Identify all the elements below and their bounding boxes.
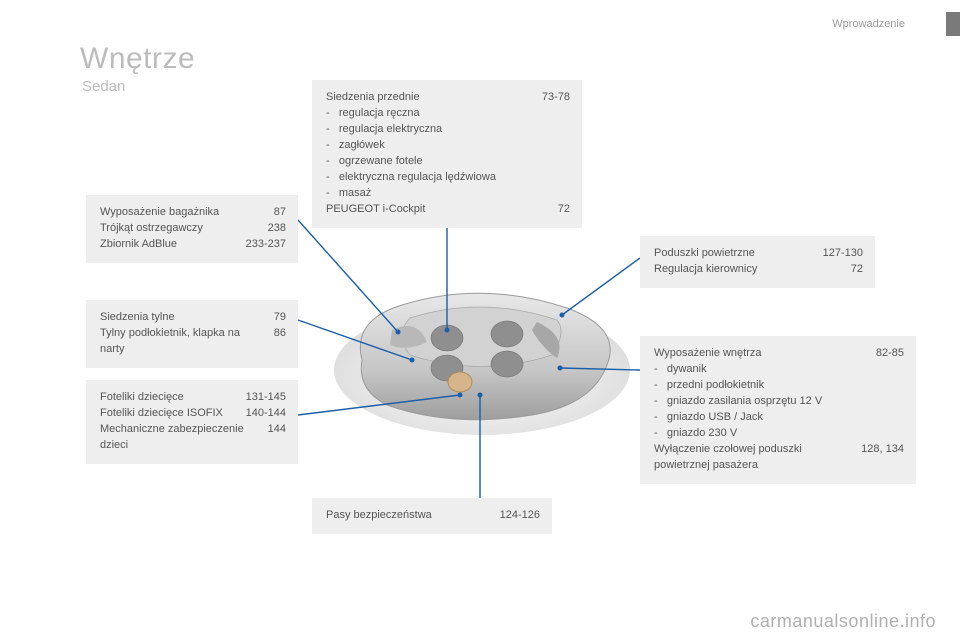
watermark: carmanualsonline.info bbox=[750, 611, 936, 632]
callout-label: Wyposażenie wnętrza bbox=[654, 346, 772, 362]
callout-front-seats: Siedzenia przednie 73-78regulacja ręcznar… bbox=[312, 80, 582, 228]
callout-label: Trójkąt ostrzegawczy bbox=[100, 221, 213, 237]
callout-label: Regulacja kierownicy bbox=[654, 262, 767, 278]
callout-row: Mechaniczne zabezpieczenie dzieci144 bbox=[100, 422, 286, 454]
callout-row: Wyposażenie wnętrza 82-85 bbox=[654, 346, 904, 362]
callout-bullet: ogrzewane fotele bbox=[326, 154, 570, 170]
callout-bullet: dywanik bbox=[654, 362, 904, 378]
callout-row: Zbiornik AdBlue 233-237 bbox=[100, 237, 286, 253]
page-title: Wnętrze bbox=[80, 42, 195, 76]
callout-row: Wyposażenie bagażnika 87 bbox=[100, 205, 286, 221]
callout-label: Siedzenia tylne bbox=[100, 310, 185, 326]
callout-bullets: dywanikprzedni podłokietnikgniazdo zasil… bbox=[654, 362, 904, 442]
callout-row: Siedzenia tylne 79 bbox=[100, 310, 286, 326]
callout-page: 124-126 bbox=[500, 508, 540, 524]
callout-label: Foteliki dziecięce bbox=[100, 390, 194, 406]
callout-label: Mechaniczne zabezpieczenie dzieci bbox=[100, 422, 268, 454]
callout-airbags: Poduszki powietrzne127-130Regulacja kier… bbox=[640, 236, 875, 288]
callout-bullets: regulacja ręcznaregulacja elektrycznazag… bbox=[326, 106, 570, 202]
callout-row: Poduszki powietrzne 127-130 bbox=[654, 246, 863, 262]
callout-page: 72 bbox=[558, 202, 570, 218]
callout-page: 72 bbox=[851, 262, 863, 278]
callout-bullet: regulacja ręczna bbox=[326, 106, 570, 122]
callout-seat-belts: Pasy bezpieczeństwa 124-126 bbox=[312, 498, 552, 534]
callout-bullet: elektryczna regulacja lędźwiowa bbox=[326, 170, 570, 186]
callout-row: Foteliki dziecięce ISOFIX 140-144 bbox=[100, 406, 286, 422]
callout-label: Zbiornik AdBlue bbox=[100, 237, 187, 253]
callout-bullet: regulacja elektryczna bbox=[326, 122, 570, 138]
callout-page: 87 bbox=[274, 205, 286, 221]
callout-child-seats: Foteliki dziecięce131-145Foteliki dzieci… bbox=[86, 380, 298, 464]
callout-label: PEUGEOT i-Cockpit bbox=[326, 202, 435, 218]
callout-label: Foteliki dziecięce ISOFIX bbox=[100, 406, 233, 422]
callout-label: Wyłączenie czołowej poduszki powietrznej… bbox=[654, 442, 861, 474]
callout-page: 131-145 bbox=[246, 390, 286, 406]
callout-label: Poduszki powietrzne bbox=[654, 246, 765, 262]
callout-page: 238 bbox=[268, 221, 286, 237]
callout-page: 233-237 bbox=[246, 237, 286, 253]
callout-page: 127-130 bbox=[823, 246, 863, 262]
callout-bullet: przedni podłokietnik bbox=[654, 378, 904, 394]
callout-luggage: Wyposażenie bagażnika87Trójkąt ostrzegaw… bbox=[86, 195, 298, 263]
callout-page: 144 bbox=[268, 422, 286, 454]
callout-row: Regulacja kierownicy 72 bbox=[654, 262, 863, 278]
callout-bullet: gniazdo 230 V bbox=[654, 426, 904, 442]
callout-row: Trójkąt ostrzegawczy 238 bbox=[100, 221, 286, 237]
callout-page: 128, 134 bbox=[861, 442, 904, 474]
callout-label: Siedzenia przednie bbox=[326, 90, 430, 106]
callout-page: 140-144 bbox=[246, 406, 286, 422]
page-subtitle: Sedan bbox=[82, 78, 125, 95]
callout-page: 82-85 bbox=[876, 346, 904, 362]
section-header: Wprowadzenie bbox=[832, 18, 905, 30]
callout-label: Pasy bezpieczeństwa bbox=[326, 508, 442, 524]
callout-page: 79 bbox=[274, 310, 286, 326]
callout-row: PEUGEOT i-Cockpit 72 bbox=[326, 202, 570, 218]
callout-bullet: gniazdo USB / Jack bbox=[654, 410, 904, 426]
callout-row: Pasy bezpieczeństwa 124-126 bbox=[326, 508, 540, 524]
callout-label: Wyposażenie bagażnika bbox=[100, 205, 229, 221]
callout-row: Foteliki dziecięce 131-145 bbox=[100, 390, 286, 406]
callout-interior: Wyposażenie wnętrza 82-85dywanikprzedni p… bbox=[640, 336, 916, 484]
callout-label: Tylny podłokietnik, klapka na narty bbox=[100, 326, 274, 358]
callout-row: Tylny podłokietnik, klapka na narty86 bbox=[100, 326, 286, 358]
callout-page: 73-78 bbox=[542, 90, 570, 106]
callout-page: 86 bbox=[274, 326, 286, 358]
callout-row: Siedzenia przednie 73-78 bbox=[326, 90, 570, 106]
callout-bullet: masaż bbox=[326, 186, 570, 202]
car-diagram bbox=[332, 260, 632, 440]
section-tab bbox=[946, 12, 960, 36]
callout-row: Wyłączenie czołowej poduszki powietrznej… bbox=[654, 442, 904, 474]
callout-bullet: zagłówek bbox=[326, 138, 570, 154]
callout-bullet: gniazdo zasilania osprzętu 12 V bbox=[654, 394, 904, 410]
callout-rear-seats: Siedzenia tylne 79Tylny podłokietnik, kla… bbox=[86, 300, 298, 368]
